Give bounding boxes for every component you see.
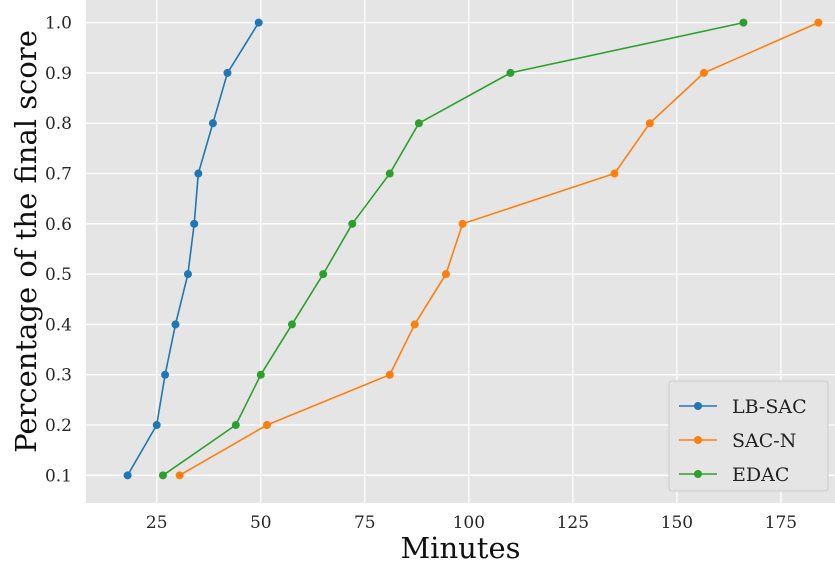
y-tick-label: 0.1 (45, 466, 72, 486)
y-tick-label: 0.5 (45, 265, 72, 285)
data-point (645, 119, 654, 128)
legend-item: LB-SAC (679, 396, 807, 418)
y-tick-label: 0.2 (45, 416, 72, 436)
x-tick-label: 50 (250, 513, 272, 533)
legend-marker (694, 402, 702, 410)
series-0 (123, 18, 263, 480)
data-point (194, 169, 203, 178)
data-point (171, 320, 180, 329)
series-1 (175, 18, 823, 480)
data-point (441, 270, 450, 279)
legend-label: LB-SAC (732, 396, 807, 418)
data-point (506, 68, 515, 77)
y-axis-label: Percentage of the final score (9, 30, 43, 453)
x-tick-label: 150 (661, 513, 693, 533)
data-point (699, 68, 708, 77)
y-tick-label: 0.9 (45, 64, 72, 84)
legend-marker (694, 436, 702, 444)
x-tick-label: 175 (765, 513, 797, 533)
series-line (162, 21, 744, 476)
data-point (385, 370, 394, 379)
data-point (175, 471, 184, 480)
data-point (256, 370, 265, 379)
y-tick-label: 0.8 (45, 114, 72, 134)
data-point (152, 421, 161, 430)
legend-label: SAC-N (732, 430, 796, 452)
data-point (385, 169, 394, 178)
data-point (263, 421, 272, 430)
x-axis-label: Minutes (400, 531, 520, 565)
y-tick-labels: 0.1 0.2 0.3 0.4 0.5 0.6 0.7 0.8 0.9 1.0 (45, 14, 72, 487)
y-tick-label: 0.3 (45, 366, 72, 386)
data-point (254, 18, 263, 27)
legend-marker (694, 470, 702, 478)
data-point (410, 320, 419, 329)
series-2 (158, 18, 748, 480)
data-point (319, 270, 328, 279)
y-tick-label: 1.0 (45, 14, 72, 34)
data-point (223, 68, 232, 77)
data-point (814, 18, 823, 27)
data-point (161, 370, 170, 379)
data-point (287, 320, 296, 329)
legend-box (668, 380, 829, 492)
series-line (179, 21, 819, 476)
x-tick-label: 75 (354, 513, 376, 533)
series-layer (123, 18, 823, 480)
data-point (739, 18, 748, 27)
legend-item: EDAC (679, 464, 789, 486)
y-tick-label: 0.7 (45, 165, 72, 185)
data-point (158, 471, 167, 480)
x-tick-label: 125 (557, 513, 589, 533)
x-tick-label: 100 (453, 513, 485, 533)
data-point (348, 219, 357, 228)
grid-lines (86, 0, 835, 503)
legend-label: EDAC (732, 464, 789, 486)
y-tick-label: 0.4 (45, 315, 72, 335)
y-tick-label: 0.6 (45, 215, 72, 235)
data-point (414, 119, 423, 128)
legend: LB-SAC SAC-N EDAC (668, 380, 829, 492)
data-point (183, 270, 192, 279)
data-point (231, 421, 240, 430)
legend-item: SAC-N (679, 430, 796, 452)
data-point (208, 119, 217, 128)
x-tick-label: 25 (146, 513, 168, 533)
data-point (190, 219, 199, 228)
data-point (610, 169, 619, 178)
series-line (126, 22, 260, 476)
data-point (458, 219, 467, 228)
data-point (123, 471, 132, 480)
x-tick-labels: 25 50 75 100 125 150 175 (146, 513, 797, 533)
